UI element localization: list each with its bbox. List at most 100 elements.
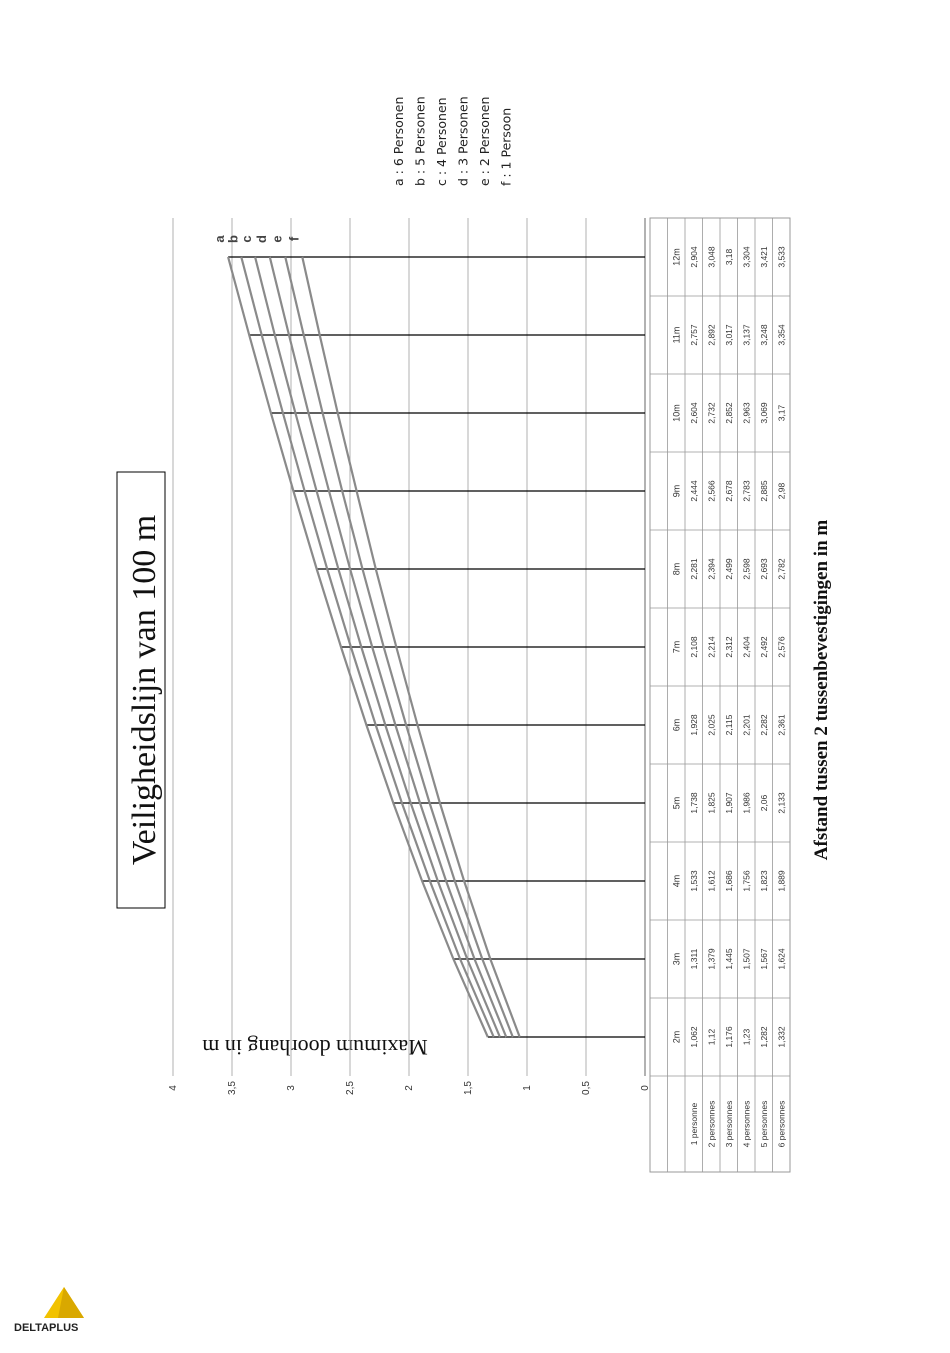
y-tick-label: 3,5 [227,1081,238,1095]
table-cell: 2,566 [706,480,716,502]
table-cell: 3,17 [776,404,786,421]
curve-letter-e: e [269,235,284,242]
chart-title: Veiligheidslijn van 100 m [126,515,163,865]
curve-letter-b: b [225,235,240,243]
table-cell: 1,445 [724,948,734,970]
table-cell: 2,312 [724,636,734,658]
table-cell: 2,025 [706,714,716,736]
table-cell: 2,214 [706,636,716,658]
table-cell: 1,332 [776,1026,786,1048]
table-cell: 2,892 [706,324,716,346]
table-cell: 3,533 [776,246,786,268]
table-cell: 2,576 [776,636,786,658]
table-series-label: 5 personnes [759,1101,769,1148]
y-tick-label: 1 [522,1085,533,1091]
table-cell: 1,12 [706,1028,716,1045]
table-cell: 1,907 [724,792,734,814]
y-tick-label: 4 [168,1085,179,1091]
title-box [116,471,166,909]
table-cell: 2,499 [724,558,734,580]
y-tick-label: 0 [640,1085,651,1091]
curve-letter-a: a [212,235,227,243]
series-line-e [284,256,514,1038]
table-cell: 1,823 [759,870,769,892]
table-cell: 3,354 [776,324,786,346]
table-cell: 2,98 [776,482,786,499]
curve-letter-c: c [239,235,254,242]
series-line-c [254,256,501,1038]
table-cell: 1,738 [689,792,699,814]
table-category-header: 8m [671,563,681,576]
table-cell: 1,928 [689,714,699,736]
table-cell: 3,304 [741,246,751,268]
table-category-header: 9m [671,485,681,498]
logo-text: DELTAPLUS [14,1322,78,1334]
table-cell: 2,133 [776,792,786,814]
series-line-a [227,256,489,1038]
series-line-f [301,256,521,1038]
drop-lines [228,256,645,1038]
curve-letter-f: f [286,236,301,241]
curve-letter-d: d [254,235,269,243]
table-cell: 1,889 [776,870,786,892]
table-cell: 3,137 [741,324,751,346]
table-series-label: 2 personnes [706,1101,716,1148]
table-category-header: 6m [671,719,681,732]
grid-lines [172,218,646,1076]
table-cell: 2,282 [759,714,769,736]
legend-entry: f : 1 Persoon [499,108,514,186]
table-cell: 2,06 [759,794,769,811]
legend-entry: a : 6 Personen [391,97,406,186]
table-cell: 2,394 [706,558,716,580]
table-cell: 2,361 [776,714,786,736]
table-category-header: 10m [671,404,681,422]
y-tick-label: 2,5 [345,1081,356,1095]
table-cell: 2,598 [741,558,751,580]
table-cell: 1,23 [741,1028,751,1045]
table-series-label: 4 personnes [741,1101,751,1148]
table-cell: 2,885 [759,480,769,502]
table-cell: 2,693 [759,558,769,580]
table-cell: 2,115 [724,714,734,735]
table-cell: 2,782 [776,558,786,580]
table-cell: 1,507 [741,948,751,970]
table-cell: 2,201 [741,714,751,736]
table-category-header: 4m [671,875,681,888]
table-category-header: 11m [671,327,681,344]
legend: a : 6 Personen b : 5 Personen c : 4 Person… [391,96,514,186]
table-cell: 2,604 [689,402,699,424]
table-cell: 3,248 [759,324,769,346]
table-cell: 1,176 [724,1026,734,1048]
table-cell: 3,017 [724,324,734,346]
table-cell: 1,756 [741,870,751,892]
table-cell: 2,852 [724,402,734,424]
table-category-header: 3m [671,953,681,966]
y-tick-label: 0,5 [581,1081,592,1095]
y-tick-label: 3 [286,1085,297,1091]
table-category-header: 2m [671,1031,681,1044]
table-cell: 1,311 [689,948,699,969]
table-cell: 3,069 [759,402,769,424]
table-cell: 1,062 [689,1026,699,1048]
table-cell: 3,048 [706,246,716,268]
y-tick-label: 1,5 [463,1081,474,1095]
table-category-header: 12m [671,248,681,266]
table-cell: 2,963 [741,402,751,424]
table-cell: 3,18 [724,248,734,265]
data-table: 2m 3m 4m 5m 6m 7m 8m 9m 10m 11m 12m 1 personne 1,062… [649,217,791,1173]
table-series-label: 3 personnes [724,1101,734,1148]
table-cell: 1,624 [776,948,786,970]
x-axis-label: Afstand tussen 2 tussenbevestigingen in … [811,520,832,861]
table-category-header: 5m [671,797,681,810]
y-axis-label: Maximum doorhang in m [202,1035,427,1060]
y-tick-label: 2 [404,1085,415,1091]
table-cell: 1,612 [706,870,716,892]
table-cell: 3,421 [759,246,769,268]
table-cell: 1,986 [741,792,751,814]
table-cell: 2,732 [706,402,716,424]
table-category-header: 7m [671,641,681,654]
table-cell: 1,825 [706,792,716,814]
legend-entry: d : 3 Personen [456,96,471,186]
table-cell: 1,567 [759,948,769,970]
